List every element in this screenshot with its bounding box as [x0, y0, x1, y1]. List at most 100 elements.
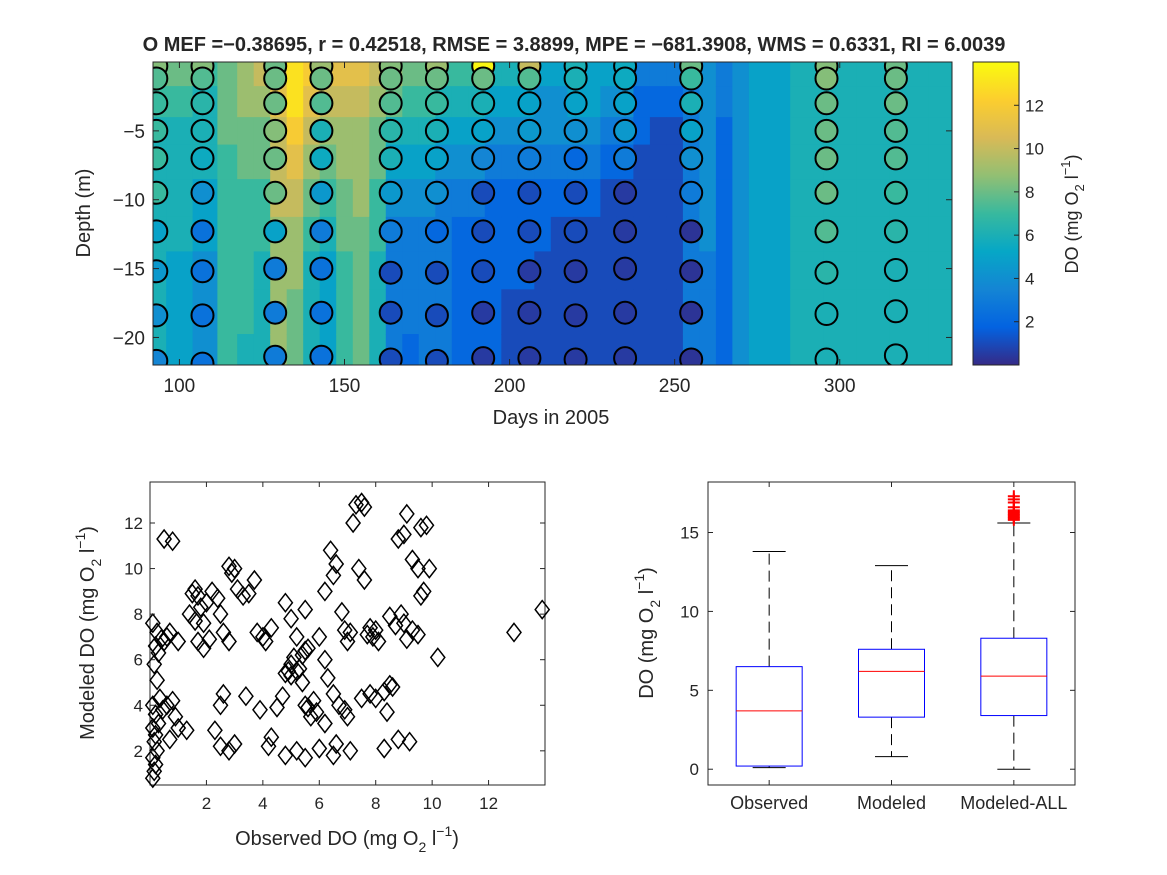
- scatter-point: [215, 622, 232, 643]
- modeled-field-cell: [765, 251, 791, 290]
- modeled-field-cell: [402, 251, 420, 290]
- observed-do-marker: [613, 256, 638, 281]
- modeled-field-cell: [699, 334, 717, 365]
- scatter-point: [342, 740, 359, 762]
- modeled-field-cell: [928, 86, 952, 118]
- modeled-field-cell: [166, 144, 194, 180]
- scatter-point: [297, 640, 314, 661]
- modeled-field-cell: [699, 86, 717, 118]
- modeled-field-cell: [166, 216, 194, 252]
- modeled-field-cell: [166, 289, 194, 335]
- scatter-point: [178, 720, 195, 741]
- scatter-x-tick-label: 4: [258, 794, 267, 813]
- scatter-point: [534, 599, 551, 620]
- modeled-field-cell: [748, 289, 766, 335]
- modeled-field-cell: [666, 251, 684, 290]
- observed-do-marker: [378, 300, 403, 325]
- modeled-field-cell: [237, 144, 255, 180]
- observed-do-marker: [563, 303, 588, 328]
- modeled-field-cell: [402, 216, 420, 252]
- boxplot-y-axis-label: DO (mg O2 l−1): [631, 567, 663, 699]
- modeled-field-cell: [633, 251, 651, 290]
- modeled-field-cell: [166, 251, 194, 290]
- modeled-field-cell: [336, 251, 354, 290]
- scatter-point: [336, 619, 353, 641]
- modeled-field-cell: [402, 334, 420, 365]
- modeled-field-cell: [534, 289, 552, 335]
- modeled-field-cell: [369, 289, 387, 335]
- scatter-point: [381, 674, 398, 696]
- modeled-field-cell: [451, 62, 469, 87]
- observed-do-marker: [309, 180, 334, 205]
- modeled-field-cell: [633, 86, 651, 118]
- modeled-field-cell: [286, 117, 304, 146]
- scatter-point: [418, 515, 435, 536]
- scatter-point: [144, 695, 161, 716]
- heatmap-y-tick-label: −5: [123, 122, 145, 143]
- modeled-field-cell: [534, 251, 552, 290]
- observed-do-marker: [378, 66, 403, 91]
- modeled-field-cell: [699, 62, 717, 87]
- modeled-field-cell: [550, 117, 568, 146]
- modeled-field-cell: [600, 144, 618, 180]
- boxplot-boxes: [735, 490, 1048, 770]
- modeled-field-cell: [286, 144, 304, 180]
- modeled-field-cell: [715, 216, 733, 252]
- modeled-field-cell: [748, 117, 766, 146]
- modeled-field-cell: [666, 62, 684, 87]
- observed-do-marker: [263, 118, 288, 143]
- modeled-field-cell: [237, 216, 255, 252]
- modeled-field-cell: [451, 86, 469, 118]
- observed-do-marker: [263, 66, 288, 91]
- observed-do-marker: [309, 256, 334, 281]
- observed-do-marker: [517, 300, 542, 325]
- modeled-field-cell: [217, 86, 238, 118]
- modeled-field-cell: [633, 334, 651, 365]
- modeled-field-cell: [649, 86, 667, 118]
- observed-do-marker: [378, 347, 403, 365]
- scatter-point: [333, 601, 350, 623]
- modeled-field-cell: [237, 251, 255, 290]
- scatter-point: [412, 517, 429, 538]
- observed-do-marker: [153, 180, 169, 205]
- modeled-field-cell: [928, 289, 952, 335]
- modeled-field-cell: [765, 117, 791, 146]
- scatter-point: [226, 558, 243, 579]
- modeled-field-cell: [649, 216, 667, 252]
- observed-do-marker: [613, 180, 638, 205]
- modeled-field-cell: [501, 289, 519, 335]
- heatmap-y-tick-label: −20: [113, 328, 145, 349]
- scatter-point: [506, 622, 522, 643]
- observed-do-marker: [613, 118, 638, 143]
- modeled-field-cell: [649, 117, 667, 146]
- scatter-x-axis-label: Observed DO (mg O2 l−1): [235, 823, 459, 855]
- modeled-field-cell: [501, 144, 519, 180]
- scatter-point: [184, 583, 201, 604]
- observed-do-marker: [471, 146, 496, 171]
- modeled-field-cell: [336, 216, 354, 252]
- heatmap-y-axis-label: Depth (m): [73, 169, 95, 258]
- observed-do-marker: [679, 300, 704, 325]
- modeled-field-cell: [352, 117, 370, 146]
- scatter-point: [288, 626, 305, 648]
- modeled-field-cell: [451, 289, 469, 335]
- colorbar-tick-label: 6: [1025, 226, 1034, 245]
- boxplot-panel: Observed Modeled Modeled-ALL 0 5 10 15 DO (mg…: [631, 481, 1076, 813]
- observed-do-marker: [814, 260, 839, 285]
- observed-do-marker: [563, 146, 588, 171]
- modeled-field-cell: [928, 144, 952, 180]
- observed-do-marker: [883, 118, 908, 143]
- modeled-field-cell: [237, 179, 255, 218]
- scatter-point: [223, 562, 240, 584]
- box-0: [735, 550, 803, 769]
- modeled-field-cell: [699, 251, 717, 290]
- scatter-point: [221, 556, 237, 577]
- modeled-field-cell: [600, 86, 618, 118]
- modeled-field-cell: [699, 216, 717, 252]
- modeled-field-cell: [237, 289, 255, 335]
- observed-do-marker: [563, 180, 588, 205]
- modeled-field-cell: [732, 62, 750, 87]
- scatter-point: [257, 631, 274, 652]
- observed-do-marker: [517, 91, 542, 116]
- scatter-point: [429, 647, 446, 668]
